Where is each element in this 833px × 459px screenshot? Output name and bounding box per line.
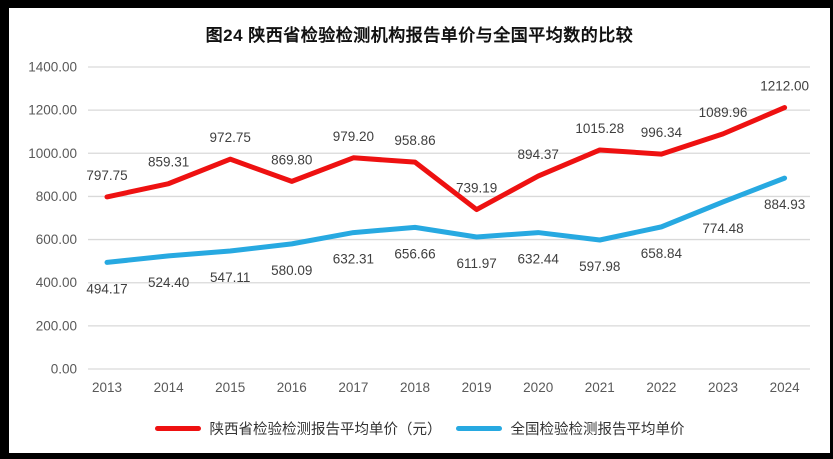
legend-label-shaanxi: 陕西省检验检测报告平均单价（元） — [209, 422, 442, 438]
data-label-national: 884.93 — [764, 197, 805, 212]
y-tick-label: 1000.00 — [28, 146, 77, 161]
y-tick-label: 0.00 — [51, 362, 77, 377]
legend-line-blue-icon — [455, 426, 502, 431]
chart-canvas: 图24 陕西省检验检测机构报告单价与全国平均数的比较 0.00 200.00 400… — [9, 8, 830, 453]
data-label-shaanxi: 739.19 — [456, 181, 497, 196]
data-label-national: 658.84 — [641, 246, 683, 261]
x-tick-label: 2016 — [277, 380, 307, 395]
data-label-shaanxi: 859.31 — [148, 155, 189, 170]
data-label-national: 656.66 — [394, 246, 435, 261]
data-label-shaanxi: 894.37 — [518, 147, 559, 162]
series-line-shaanxi — [104, 105, 788, 213]
data-label-shaanxi: 979.20 — [333, 129, 374, 144]
data-label-shaanxi: 996.34 — [641, 125, 683, 140]
data-label-national: 597.98 — [579, 259, 620, 274]
y-tick-label: 1200.00 — [28, 103, 77, 118]
x-tick-label: 2019 — [462, 380, 492, 395]
data-label-national: 611.97 — [456, 256, 496, 271]
legend-line-red-icon — [154, 426, 201, 431]
data-label-national: 632.31 — [333, 252, 374, 267]
data-label-shaanxi: 1015.28 — [575, 121, 624, 136]
y-tick-label: 400.00 — [36, 275, 77, 290]
y-tick-label: 1400.00 — [28, 60, 77, 75]
x-tick-label: 2022 — [646, 380, 676, 395]
chart-title: 图24 陕西省检验检测机构报告单价与全国平均数的比较 — [205, 26, 634, 45]
x-tick-label: 2023 — [708, 380, 738, 395]
data-label-shaanxi: 797.75 — [86, 168, 127, 183]
x-tick-label: 2020 — [523, 380, 553, 395]
data-label-national: 774.48 — [702, 221, 743, 236]
line-chart: 0.00 200.00 400.00 600.00 800.00 1000.00 1200.… — [28, 60, 810, 395]
legend-item-shaanxi: 陕西省检验检测报告平均单价（元） — [154, 418, 442, 439]
x-tick-label: 2015 — [215, 380, 245, 395]
data-label-national: 580.09 — [271, 263, 312, 278]
y-tick-label: 800.00 — [36, 189, 77, 204]
legend-label-national: 全国检验检测报告平均单价 — [510, 422, 685, 438]
x-tick-label: 2017 — [338, 380, 368, 395]
plot-area: 0.00 200.00 400.00 600.00 800.00 1000.00 1200.… — [9, 52, 830, 404]
data-label-national: 524.40 — [148, 275, 189, 290]
x-tick-label: 2014 — [154, 380, 185, 395]
legend: 陕西省检验检测报告平均单价（元） 全国检验检测报告平均单价 — [9, 418, 830, 439]
legend-item-national: 全国检验检测报告平均单价 — [455, 418, 685, 439]
data-label-national: 494.17 — [86, 281, 127, 296]
x-tick-label: 2013 — [92, 380, 122, 395]
x-tick-label: 2018 — [400, 380, 430, 395]
data-label-shaanxi: 972.75 — [210, 130, 251, 145]
x-tick-label: 2024 — [770, 380, 801, 395]
data-label-shaanxi: 958.86 — [394, 133, 435, 148]
data-label-shaanxi: 1212.00 — [760, 79, 809, 94]
data-label-national: 632.44 — [518, 252, 560, 267]
y-tick-label: 600.00 — [36, 232, 77, 247]
data-label-national: 547.11 — [210, 270, 250, 285]
series-line-national — [104, 175, 788, 265]
y-tick-label: 200.00 — [36, 318, 77, 333]
x-tick-label: 2021 — [585, 380, 615, 395]
data-label-shaanxi: 869.80 — [271, 152, 312, 167]
data-label-shaanxi: 1089.96 — [699, 105, 748, 120]
